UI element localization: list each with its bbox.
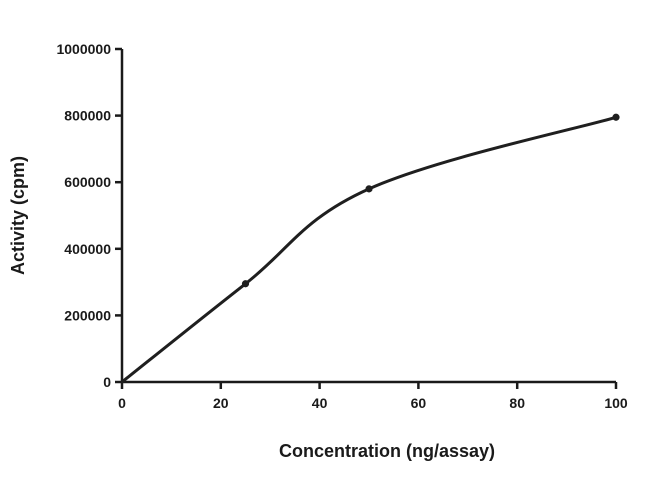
x-axis: 0 20 40 60 80 100 (118, 380, 628, 411)
y-tick-label: 1000000 (56, 41, 111, 57)
x-tick-label: 20 (213, 395, 229, 411)
x-tick-label: 80 (509, 395, 525, 411)
x-axis-title: Concentration (ng/assay) (279, 441, 495, 461)
y-tick-label: 200000 (64, 307, 111, 323)
x-tick-label: 0 (118, 395, 126, 411)
series-line (120, 115, 618, 384)
y-tick-label: 400000 (64, 241, 111, 257)
series-layer (120, 113, 620, 384)
x-tick-label: 40 (312, 395, 328, 411)
y-tick-label: 0 (103, 374, 111, 390)
x-tick-label: 100 (604, 395, 628, 411)
y-tick-label: 800000 (64, 108, 111, 124)
data-point (612, 113, 620, 121)
y-tick-label: 600000 (64, 174, 111, 190)
y-axis-title: Activity (cpm) (8, 156, 28, 275)
data-point (241, 280, 250, 288)
y-axis: 0 200000 400000 600000 800000 1000000 (56, 41, 124, 390)
x-tick-label: 60 (411, 395, 427, 411)
data-point (365, 185, 373, 193)
